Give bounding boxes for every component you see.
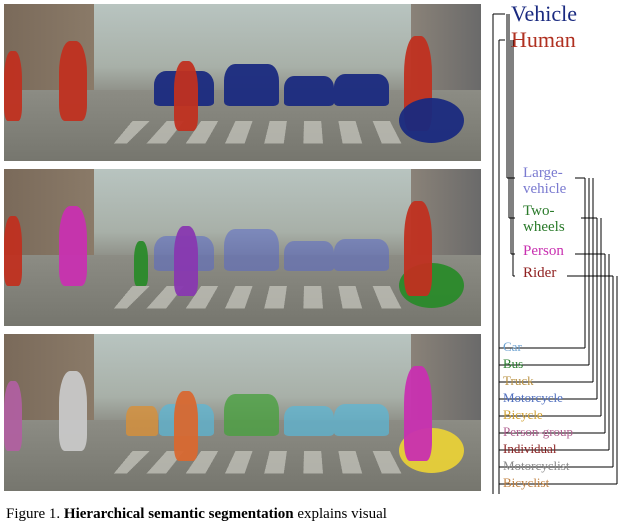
seg-bike <box>399 98 464 143</box>
scene-crosswalk <box>114 286 411 308</box>
hierarchy-label-rider: Rider <box>523 266 556 282</box>
seg-person <box>4 216 22 286</box>
seg-car <box>224 394 279 436</box>
segmentation-panel-level2 <box>4 169 481 326</box>
seg-car <box>334 74 389 106</box>
seg-car <box>284 241 334 271</box>
figure-container: Vehicle Human Large- vehicle Two- wheels Per… <box>0 0 640 495</box>
scene-crosswalk <box>114 451 411 473</box>
seg-person <box>174 391 198 461</box>
seg-person <box>404 201 432 296</box>
hierarchy-label-bicyclist: Bicyclist <box>503 476 549 490</box>
image-column <box>0 0 485 495</box>
seg-person <box>174 61 198 131</box>
hierarchy-label-bicycle: Bicycle <box>503 408 543 422</box>
seg-person <box>404 366 432 461</box>
seg-car <box>284 76 334 106</box>
seg-person <box>59 206 87 286</box>
scene-crosswalk <box>114 121 411 143</box>
hierarchy-label-car: Car <box>503 340 522 354</box>
seg-person <box>4 381 22 451</box>
caption-prefix: Figure 1. <box>6 506 64 522</box>
seg-person <box>174 226 198 296</box>
seg-person <box>134 241 148 286</box>
seg-car <box>334 239 389 271</box>
caption-title: Hierarchical semantic segmentation <box>64 506 294 522</box>
caption-suffix: explains visual <box>294 506 387 522</box>
hierarchy-label-individual: Individual <box>503 442 556 456</box>
seg-car <box>224 229 279 271</box>
hierarchy-label-human: Human <box>511 28 576 51</box>
segmentation-panel-level1 <box>4 4 481 161</box>
hierarchy-label-person-group: Person-group <box>503 425 573 439</box>
seg-car <box>126 406 158 436</box>
seg-car <box>224 64 279 106</box>
seg-person <box>59 41 87 121</box>
hierarchy-label-motorcyclist: Motorcyclist <box>503 459 569 473</box>
segmentation-panel-level3 <box>4 334 481 491</box>
hierarchy-label-motorcycle: Motorcycle <box>503 391 563 405</box>
hierarchy-label-two-wheels: Two- wheels <box>523 204 565 236</box>
hierarchy-tree: Vehicle Human Large- vehicle Two- wheels Per… <box>485 0 640 495</box>
seg-car <box>284 406 334 436</box>
seg-person <box>59 371 87 451</box>
hierarchy-label-large-vehicle: Large- vehicle <box>523 166 566 198</box>
seg-car <box>334 404 389 436</box>
seg-person <box>4 51 22 121</box>
figure-caption: Figure 1. Hierarchical semantic segmenta… <box>6 506 387 523</box>
hierarchy-label-bus: Bus <box>503 357 523 371</box>
hierarchy-label-truck: Truck <box>503 374 534 388</box>
hierarchy-label-person: Person <box>523 244 564 260</box>
hierarchy-label-vehicle: Vehicle <box>511 2 577 25</box>
